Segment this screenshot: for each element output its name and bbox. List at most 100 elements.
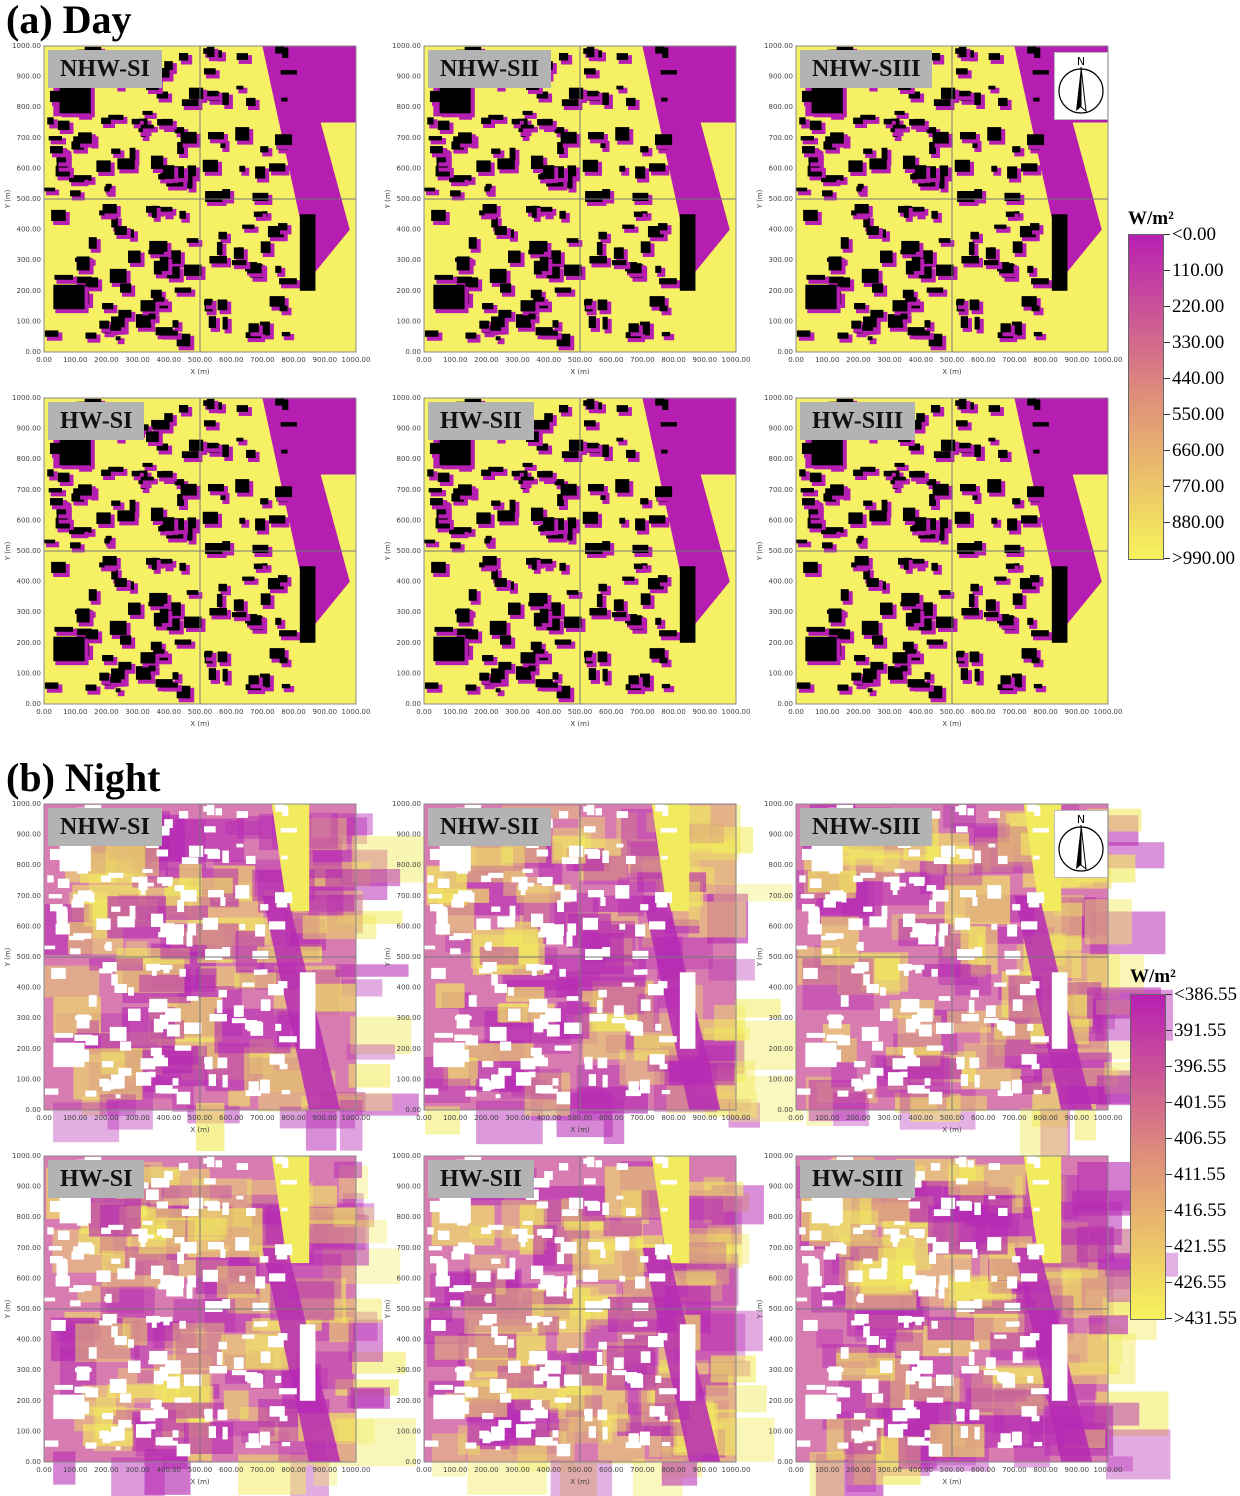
y-tick-label: 800.00 bbox=[769, 1213, 794, 1221]
x-tick-label: 200.00 bbox=[846, 708, 871, 716]
x-tick-label: 1000.00 bbox=[722, 708, 751, 716]
x-tick-label: 500.00 bbox=[568, 1466, 593, 1474]
y-tick-label: 1000.00 bbox=[764, 42, 793, 50]
x-tick-label: 200.00 bbox=[94, 708, 119, 716]
x-tick-label: 400.00 bbox=[537, 1114, 562, 1122]
legend-tick-label: 330.00 bbox=[1172, 332, 1225, 353]
x-tick-label: 500.00 bbox=[940, 1114, 965, 1122]
x-tick-label: 700.00 bbox=[1002, 356, 1027, 364]
y-tick-label: 200.00 bbox=[17, 287, 42, 295]
y-tick-label: 600.00 bbox=[397, 1274, 422, 1282]
y-tick-label: 300.00 bbox=[17, 608, 42, 616]
y-tick-label: 300.00 bbox=[769, 1014, 794, 1022]
y-tick-label: 400.00 bbox=[769, 578, 794, 586]
y-axis-label: Y (m) bbox=[756, 189, 764, 209]
x-tick-label: 600.00 bbox=[219, 1466, 244, 1474]
y-axis-label: Y (m) bbox=[756, 947, 764, 967]
y-tick-label: 400.00 bbox=[17, 1336, 42, 1344]
y-tick-label: 200.00 bbox=[397, 287, 422, 295]
y-tick-label: 600.00 bbox=[17, 922, 42, 930]
y-tick-label: 500.00 bbox=[397, 195, 422, 203]
x-tick-label: 300.00 bbox=[125, 356, 150, 364]
north-letter: N bbox=[1077, 813, 1085, 826]
x-tick-label: 400.00 bbox=[157, 1114, 182, 1122]
north-arrow-icon: N bbox=[1054, 52, 1108, 120]
legend-tick-label: 880.00 bbox=[1172, 512, 1225, 533]
y-tick-label: 400.00 bbox=[397, 226, 422, 234]
x-tick-label: 400.00 bbox=[909, 1466, 934, 1474]
x-tick-label: 300.00 bbox=[505, 708, 529, 716]
legend-tick-label: 220.00 bbox=[1172, 296, 1225, 317]
y-tick-label: 800.00 bbox=[397, 1213, 422, 1221]
y-axis-label: Y (m) bbox=[756, 541, 764, 561]
y-tick-label: 1000.00 bbox=[392, 42, 421, 50]
y-axis-label: Y (m) bbox=[4, 189, 12, 209]
y-tick-label: 300.00 bbox=[769, 608, 794, 616]
night-panel-hw-siii: 0.00 100.00 200.00 300.00 400.00 500.00 600.00… bbox=[756, 1152, 1179, 1496]
y-tick-label: 900.00 bbox=[17, 73, 42, 81]
legend-tick-label: 440.00 bbox=[1172, 368, 1225, 389]
x-axis-label: X (m) bbox=[570, 720, 590, 728]
north-arrow-icon: N bbox=[1054, 810, 1108, 878]
map-plot: 0.00 100.00 200.00 300.00 400.00 500.00 600.00… bbox=[384, 800, 804, 1145]
x-axis-label: X (m) bbox=[942, 1478, 962, 1486]
y-tick-label: 300.00 bbox=[397, 608, 422, 616]
y-tick-label: 0.00 bbox=[405, 1458, 421, 1466]
map-plot: 0.00 100.00 200.00 300.00 400.00 500.00 600.00… bbox=[384, 1152, 775, 1496]
x-tick-label: 900.00 bbox=[693, 356, 718, 364]
x-tick-label: 300.00 bbox=[877, 1466, 902, 1474]
x-tick-label: 400.00 bbox=[157, 356, 182, 364]
y-tick-label: 600.00 bbox=[769, 1274, 794, 1282]
y-tick-label: 300.00 bbox=[769, 256, 794, 264]
x-axis-label: X (m) bbox=[570, 1126, 590, 1134]
night-legend-unit: W/m² bbox=[1130, 966, 1176, 987]
x-tick-label: 900.00 bbox=[1065, 1466, 1090, 1474]
map-plot: 0.00 100.00 200.00 300.00 400.00 500.00 600.00… bbox=[384, 42, 750, 376]
y-tick-label: 100.00 bbox=[769, 669, 794, 677]
x-tick-label: 700.00 bbox=[1002, 1114, 1027, 1122]
y-tick-label: 200.00 bbox=[769, 287, 794, 295]
y-tick-label: 900.00 bbox=[397, 831, 422, 839]
y-tick-label: 500.00 bbox=[397, 547, 422, 555]
x-tick-label: 800.00 bbox=[661, 1466, 686, 1474]
x-tick-label: 200.00 bbox=[94, 1114, 119, 1122]
x-tick-label: 500.00 bbox=[568, 708, 593, 716]
x-tick-label: 900.00 bbox=[313, 1114, 338, 1122]
x-tick-label: 0.00 bbox=[416, 1466, 432, 1474]
y-tick-label: 700.00 bbox=[17, 1244, 42, 1252]
y-tick-label: 1000.00 bbox=[12, 42, 41, 50]
y-tick-label: 700.00 bbox=[769, 892, 794, 900]
y-tick-label: 800.00 bbox=[17, 103, 42, 111]
y-axis-label: Y (m) bbox=[756, 1299, 764, 1319]
scenario-label: NHW-SI bbox=[48, 50, 162, 88]
x-tick-label: 700.00 bbox=[630, 1466, 655, 1474]
x-tick-label: 1000.00 bbox=[722, 1114, 751, 1122]
y-tick-label: 700.00 bbox=[769, 134, 794, 142]
y-tick-label: 600.00 bbox=[397, 516, 422, 524]
y-tick-label: 600.00 bbox=[769, 164, 794, 172]
y-tick-label: 900.00 bbox=[17, 425, 42, 433]
x-tick-label: 900.00 bbox=[313, 1466, 338, 1474]
x-tick-label: 600.00 bbox=[219, 356, 244, 364]
y-tick-label: 600.00 bbox=[769, 516, 794, 524]
y-tick-label: 800.00 bbox=[17, 1213, 42, 1221]
x-tick-label: 700.00 bbox=[250, 1466, 275, 1474]
y-tick-label: 100.00 bbox=[769, 317, 794, 325]
y-tick-label: 400.00 bbox=[769, 1336, 794, 1344]
scenario-label: NHW-SII bbox=[428, 50, 552, 88]
y-tick-label: 800.00 bbox=[17, 861, 42, 869]
x-tick-label: 900.00 bbox=[1065, 356, 1090, 364]
x-tick-label: 600.00 bbox=[599, 1114, 624, 1122]
x-tick-label: 100.00 bbox=[443, 1114, 468, 1122]
y-tick-label: 700.00 bbox=[397, 486, 422, 494]
y-tick-label: 0.00 bbox=[777, 1458, 793, 1466]
y-tick-label: 200.00 bbox=[17, 1045, 42, 1053]
y-tick-label: 700.00 bbox=[17, 486, 42, 494]
y-tick-label: 500.00 bbox=[17, 195, 42, 203]
legend-tick-label: <386.55 bbox=[1174, 984, 1237, 1005]
x-tick-label: 1000.00 bbox=[342, 1114, 371, 1122]
y-tick-label: 400.00 bbox=[769, 226, 794, 234]
x-tick-label: 800.00 bbox=[1033, 708, 1058, 716]
y-tick-label: 200.00 bbox=[397, 1045, 422, 1053]
x-tick-label: 0.00 bbox=[788, 708, 804, 716]
